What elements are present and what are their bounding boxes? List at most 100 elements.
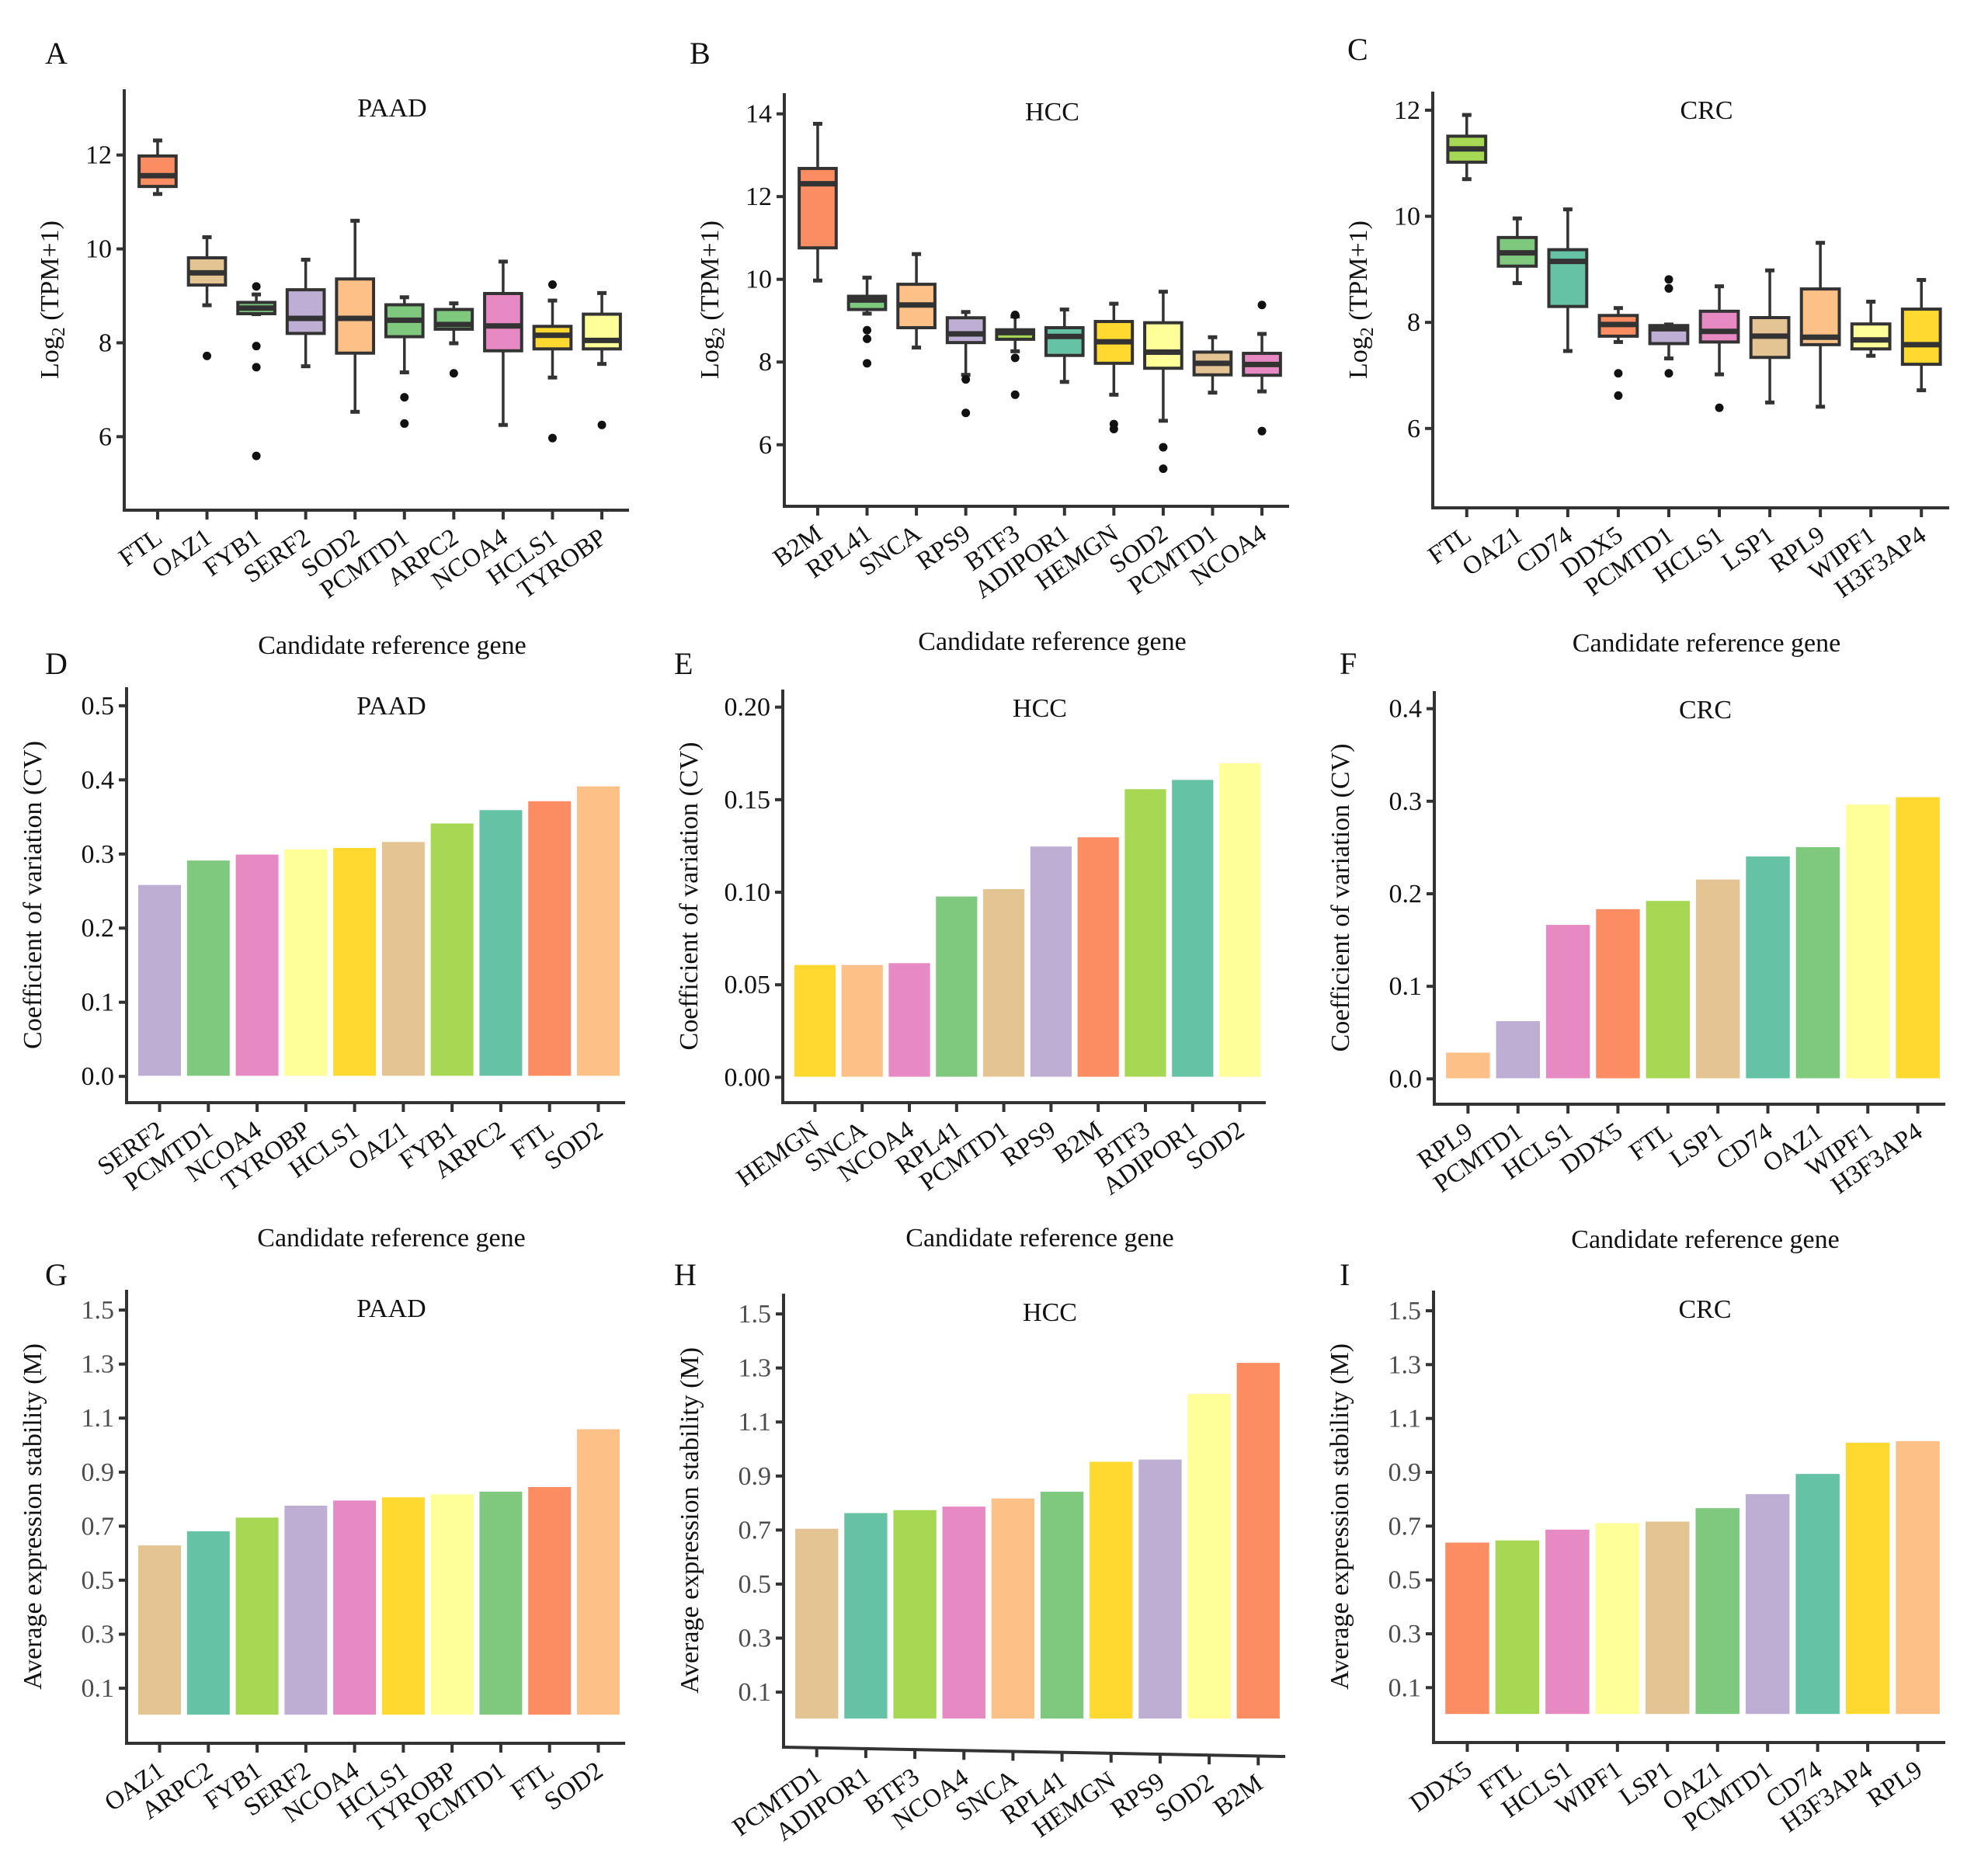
outlier-point xyxy=(1159,464,1168,474)
y-tick-label: 0.10 xyxy=(725,878,771,907)
outlier-point xyxy=(961,375,971,384)
bar-arpc2 xyxy=(186,1530,231,1716)
y-axis-title: Average expression stability (M) xyxy=(19,1343,47,1690)
outlier-point xyxy=(597,420,606,429)
y-tick-label: 0.1 xyxy=(1389,972,1423,1001)
panel-title: CRC xyxy=(1678,1295,1731,1324)
bar-b2m xyxy=(1236,1361,1281,1720)
y-tick-label: 1.5 xyxy=(1388,1297,1422,1326)
y-axis-title: Coefficient of variation (CV) xyxy=(19,741,47,1049)
y-tick-label: 0.5 xyxy=(82,692,115,721)
bar-sod2 xyxy=(1186,1392,1232,1720)
outlier-point xyxy=(1010,311,1020,320)
y-tick-label: 1.1 xyxy=(739,1408,772,1437)
box-hcls1 xyxy=(1698,284,1740,412)
y-tick-label: 0.0 xyxy=(1389,1065,1423,1093)
outlier-point xyxy=(961,408,971,418)
y-axis-title: Average expression stability (M) xyxy=(1326,1343,1354,1690)
y-tick-label: 8 xyxy=(1407,308,1420,337)
box-btf3 xyxy=(995,311,1036,399)
outlier-point xyxy=(863,334,872,343)
panel-letter: E xyxy=(674,646,693,681)
box-pcmtd1 xyxy=(1648,275,1690,378)
y-tick-label: 1.3 xyxy=(739,1354,772,1383)
bar-ncoa4 xyxy=(941,1505,987,1720)
outlier-point xyxy=(203,351,212,360)
box-rps9 xyxy=(945,310,986,418)
y-tick-label: 0.4 xyxy=(82,766,115,794)
iqr-box xyxy=(582,312,622,351)
bar-hcls1 xyxy=(332,846,377,1077)
bar-arpc2 xyxy=(478,808,523,1077)
box-ddx5 xyxy=(1597,306,1639,400)
bar-h3f3ap4 xyxy=(1894,796,1941,1080)
outlier-point xyxy=(1010,353,1020,363)
bar-pcmtd1 xyxy=(1744,1492,1791,1715)
x-tick-label: RPS9 xyxy=(912,519,975,576)
y-tick-label: 0.20 xyxy=(725,693,771,722)
box-cd74 xyxy=(1547,207,1589,353)
panel-letter: A xyxy=(45,36,68,71)
y-tick-label: 0.7 xyxy=(82,1512,115,1541)
y-tick-label: 0.1 xyxy=(82,1674,115,1703)
x-tick-label: OAZ1 xyxy=(1458,521,1527,582)
bar-ddx5 xyxy=(1594,908,1642,1080)
x-axis-title: Candidate reference gene xyxy=(918,627,1186,656)
bar-cd74 xyxy=(1744,855,1792,1080)
panel-title: PAAD xyxy=(356,692,426,721)
bar-lsp1 xyxy=(1694,878,1741,1080)
y-tick-label: 12 xyxy=(746,182,772,211)
box-adipor1 xyxy=(1044,308,1085,384)
y-tick-label: 0.3 xyxy=(1388,1620,1422,1649)
box-pcmtd1 xyxy=(1192,335,1233,395)
iqr-box xyxy=(1044,326,1085,357)
box-lsp1 xyxy=(1749,268,1791,405)
y-tick-label: 0.3 xyxy=(82,1621,115,1649)
y-tick-label: 0.1 xyxy=(1388,1673,1422,1702)
bar-oaz1 xyxy=(1694,1506,1741,1715)
bar-tyrobp xyxy=(429,1492,475,1716)
box-rpl41 xyxy=(846,276,888,368)
box-sod2 xyxy=(335,218,376,414)
box-ncoa4 xyxy=(1242,301,1282,436)
bar-rps9 xyxy=(1137,1458,1183,1720)
box-arpc2 xyxy=(433,301,474,378)
box-oaz1 xyxy=(1496,216,1538,286)
outlier-point xyxy=(863,325,872,335)
iqr-box xyxy=(285,288,326,335)
bar-wipf1 xyxy=(1594,1522,1641,1715)
panel-E: E HCC 0.00 0.05 0.10 0.15 0.20 Coefficient of v… xyxy=(674,646,1266,1253)
x-tick-label: SOD2 xyxy=(540,1116,608,1176)
bar-pcmtd1 xyxy=(794,1527,839,1720)
box-tyrobp xyxy=(582,290,622,429)
box-ftl xyxy=(1446,113,1488,182)
y-tick-label: 0.5 xyxy=(1388,1566,1422,1595)
y-tick-label: 0.0 xyxy=(82,1062,115,1091)
bar-ftl xyxy=(527,800,572,1077)
y-tick-label: 12 xyxy=(85,141,112,170)
outlier-point xyxy=(1664,369,1673,378)
panel-title: HCC xyxy=(1025,98,1079,127)
x-tick-label: LSP1 xyxy=(1665,1117,1728,1173)
iqr-box xyxy=(1143,321,1183,370)
y-tick-label: 0.1 xyxy=(739,1678,772,1707)
panel-title: HCC xyxy=(1013,694,1067,723)
y-tick-label: 0.9 xyxy=(739,1462,772,1491)
x-axis-title: Candidate reference gene xyxy=(258,631,526,660)
bar-b2m xyxy=(1076,836,1121,1079)
y-axis-title: Log2 (TPM+1) xyxy=(1344,221,1378,379)
outlier-point xyxy=(252,342,261,351)
box-sod2 xyxy=(1143,290,1183,474)
panel-letter: D xyxy=(45,646,68,681)
bar-rps9 xyxy=(1029,845,1073,1079)
panel-I: I CRC 0.1 0.3 0.5 0.7 0.9 1.1 1.3 1.5 Average expr… xyxy=(1326,1257,1945,1838)
bar-ddx5 xyxy=(1444,1541,1491,1715)
x-tick-label: SOD2 xyxy=(540,1756,608,1816)
y-tick-label: 10 xyxy=(746,266,772,294)
bar-lsp1 xyxy=(1644,1520,1691,1715)
outlier-point xyxy=(1664,275,1673,284)
outlier-point xyxy=(863,359,872,368)
